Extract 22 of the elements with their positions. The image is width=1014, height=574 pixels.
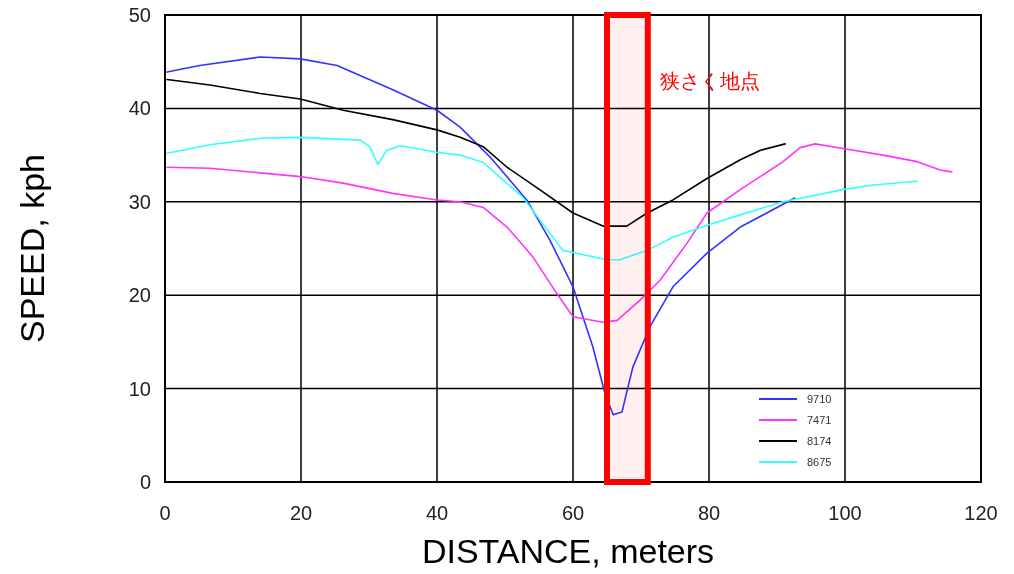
- y-tick-label: 50: [128, 4, 151, 26]
- x-tick-label: 80: [697, 502, 721, 524]
- x-tick-label: 120: [964, 502, 998, 524]
- x-tick-label: 40: [425, 502, 449, 524]
- legend-label: 7471: [807, 414, 832, 426]
- line-series: [166, 143, 953, 324]
- y-axis-title: SPEED, kph: [13, 154, 51, 343]
- y-tick-label: 20: [128, 284, 151, 307]
- legend-label: 8174: [807, 435, 832, 447]
- x-tick-label: 60: [561, 502, 585, 524]
- y-tick-label: 10: [128, 377, 151, 400]
- legend-label: 9710: [807, 393, 832, 405]
- line-series: [166, 136, 918, 261]
- legend-label: 8675: [807, 456, 832, 468]
- y-tick-label: 0: [139, 471, 151, 493]
- x-tick-label: 100: [828, 502, 862, 524]
- line-series: [166, 56, 796, 416]
- y-tick-label: 40: [128, 97, 151, 120]
- x-tick-label: 20: [289, 502, 313, 524]
- x-tick-label: 0: [159, 502, 171, 524]
- y-tick-label: 30: [128, 190, 151, 213]
- x-axis-title: DISTANCE, meters: [421, 532, 715, 570]
